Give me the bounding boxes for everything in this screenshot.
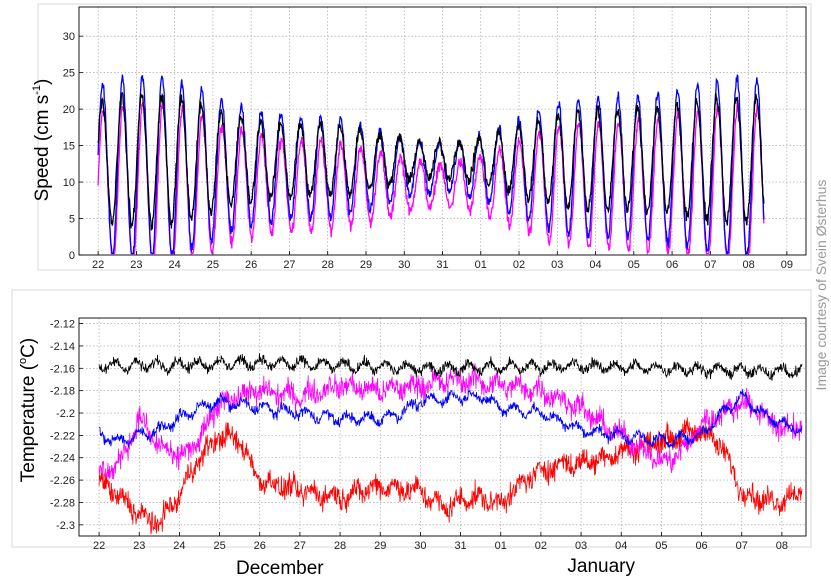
y-tick-label: 0: [69, 250, 75, 262]
plot-area: [79, 318, 806, 536]
x-tick-label: 23: [130, 259, 142, 271]
x-tick-label: 04: [615, 540, 627, 552]
series-line: [98, 389, 803, 450]
x-tick-label: 26: [245, 259, 257, 271]
month-label-december: December: [236, 558, 324, 577]
series-line: [97, 99, 765, 255]
speed-axis-label: Speed (cm s-1): [31, 79, 53, 202]
series-line: [97, 91, 765, 231]
y-tick-label: 10: [63, 177, 75, 189]
x-tick-label: 05: [628, 259, 640, 271]
x-tick-label: 03: [575, 540, 587, 552]
x-tick-label: 08: [742, 259, 754, 271]
x-tick-label: 22: [92, 259, 104, 271]
x-tick-label: 24: [173, 540, 185, 552]
x-tick-label: 03: [551, 259, 563, 271]
series-line: [98, 417, 803, 535]
y-tick-label: -2.22: [50, 430, 75, 442]
x-tick-label: 05: [655, 540, 667, 552]
x-tick-label: 23: [133, 540, 145, 552]
temperature-label-close: C): [18, 338, 39, 358]
series-group: [98, 353, 803, 535]
series-group: [97, 74, 765, 255]
x-tick-label: 06: [666, 259, 678, 271]
x-tick-label: 01: [475, 259, 487, 271]
axes-box: [78, 6, 807, 256]
x-tick-label: 08: [776, 540, 788, 552]
y-tick-label: -2.14: [50, 341, 75, 353]
speed-label-close: ): [32, 79, 53, 85]
series-line: [98, 353, 803, 381]
x-tick-label: 28: [334, 540, 346, 552]
temperature-plot: 22 23 24 25 26 27 28 29 30 31 01 02 03 04 05 06 07 08 -2.3…: [50, 317, 807, 552]
y-tick-label: -2.26: [50, 475, 75, 487]
temperature-axis-label: Temperature (oC): [17, 338, 39, 482]
temperature-label-sup: o: [17, 358, 29, 364]
y-tick-label: -2.2: [56, 408, 75, 420]
y-tick-label: 5: [69, 214, 75, 226]
temperature-label-main: Temperature (: [18, 363, 39, 482]
speed-label-main: Speed (cm s: [32, 95, 53, 202]
x-tick-label: 02: [513, 259, 525, 271]
y-tick-label: -2.18: [50, 386, 75, 398]
y-tick-label: 20: [63, 104, 75, 116]
x-tick-label: 01: [495, 540, 507, 552]
y-tick-label: -2.24: [50, 453, 75, 465]
image-credit: Image courtesy of Svein Østerhus: [813, 180, 829, 391]
x-tick-label: 26: [254, 540, 266, 552]
x-tick-label: 31: [454, 540, 466, 552]
y-tick-label: -2.12: [50, 319, 75, 331]
x-tick-label: 07: [736, 540, 748, 552]
speed-plot: 22 23 24 25 26 27 28 29 30 31 01 02 03 04 05 06 07 08 0905…: [63, 6, 807, 271]
x-tick-label: 30: [398, 259, 410, 271]
x-tick-label: 28: [322, 259, 334, 271]
series-line: [98, 363, 803, 480]
x-tick-label: 31: [436, 259, 448, 271]
speed-label-sup: -1: [31, 85, 43, 95]
x-tick-label: 02: [535, 540, 547, 552]
axes-box: [78, 317, 807, 537]
x-tick-label: 27: [294, 540, 306, 552]
x-tick-label: 27: [283, 259, 295, 271]
x-tick-label: 04: [589, 259, 601, 271]
y-tick-label: 30: [63, 31, 75, 43]
x-tick-label: 09: [781, 259, 793, 271]
x-tick-label: 06: [695, 540, 707, 552]
y-tick-label: 25: [63, 68, 75, 80]
x-tick-label: 22: [93, 540, 105, 552]
y-tick-label: -2.28: [50, 497, 75, 509]
x-tick-label: 24: [169, 259, 181, 271]
x-tick-label: 25: [213, 540, 225, 552]
month-label-january: January: [567, 556, 635, 577]
x-tick-label: 07: [704, 259, 716, 271]
y-tick-label: -2.16: [50, 363, 75, 375]
x-tick-label: 29: [360, 259, 372, 271]
y-tick-label: 15: [63, 141, 75, 153]
y-tick-label: -2.3: [56, 520, 75, 532]
x-tick-label: 25: [207, 259, 219, 271]
x-tick-label: 29: [374, 540, 386, 552]
x-tick-label: 30: [414, 540, 426, 552]
